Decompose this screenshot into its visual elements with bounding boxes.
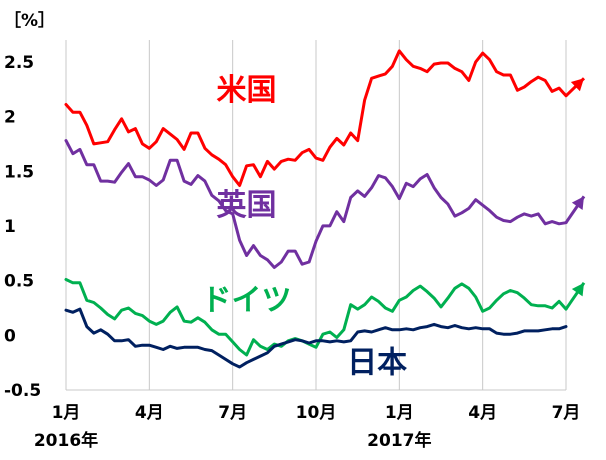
x-tick-label: 1月 <box>52 403 81 423</box>
y-axis: ［%］ -0.5 0 0.5 1 1.5 2 2.5 <box>4 10 55 401</box>
series-label-0: 米国 <box>217 73 277 108</box>
y-tick-label: 2.5 <box>4 53 34 73</box>
x-tick-label: 4月 <box>468 403 497 423</box>
series-line-3 <box>64 307 568 369</box>
x-tick-label: 4月 <box>135 403 164 423</box>
series-line-0 <box>64 49 568 187</box>
x-year-label: 2016年 <box>34 430 98 451</box>
trend-arrow-head-1 <box>571 196 584 210</box>
x-tick-label: 7月 <box>552 403 581 423</box>
y-unit-label: ［%］ <box>4 10 55 31</box>
series-label-3: 日本 <box>347 346 407 381</box>
y-tick-label: 2 <box>4 108 16 128</box>
series-label-2: ドイツ <box>202 283 292 318</box>
x-year-label: 2017年 <box>367 430 431 451</box>
y-tick-label: -0.5 <box>4 381 41 401</box>
x-axis: 1月 2016年 4月 7月 10月 1月 2017年 4月 7月 <box>34 389 581 451</box>
trend-arrow-head-0 <box>570 78 584 92</box>
series-label-1: 英国 <box>217 188 277 223</box>
y-tick-label: 0 <box>4 326 16 346</box>
series-line-1 <box>64 139 568 269</box>
x-tick-label: 7月 <box>218 403 247 423</box>
series-lines <box>64 49 586 369</box>
y-tick-label: 1.5 <box>4 162 34 182</box>
x-tick-label: 10月 <box>296 403 337 423</box>
y-tick-label: 1 <box>4 217 16 237</box>
x-tick-label: 1月 <box>385 403 414 423</box>
series-line-2 <box>64 278 568 357</box>
y-tick-label: 0.5 <box>4 272 34 292</box>
trend-arrow-head-2 <box>571 282 584 297</box>
